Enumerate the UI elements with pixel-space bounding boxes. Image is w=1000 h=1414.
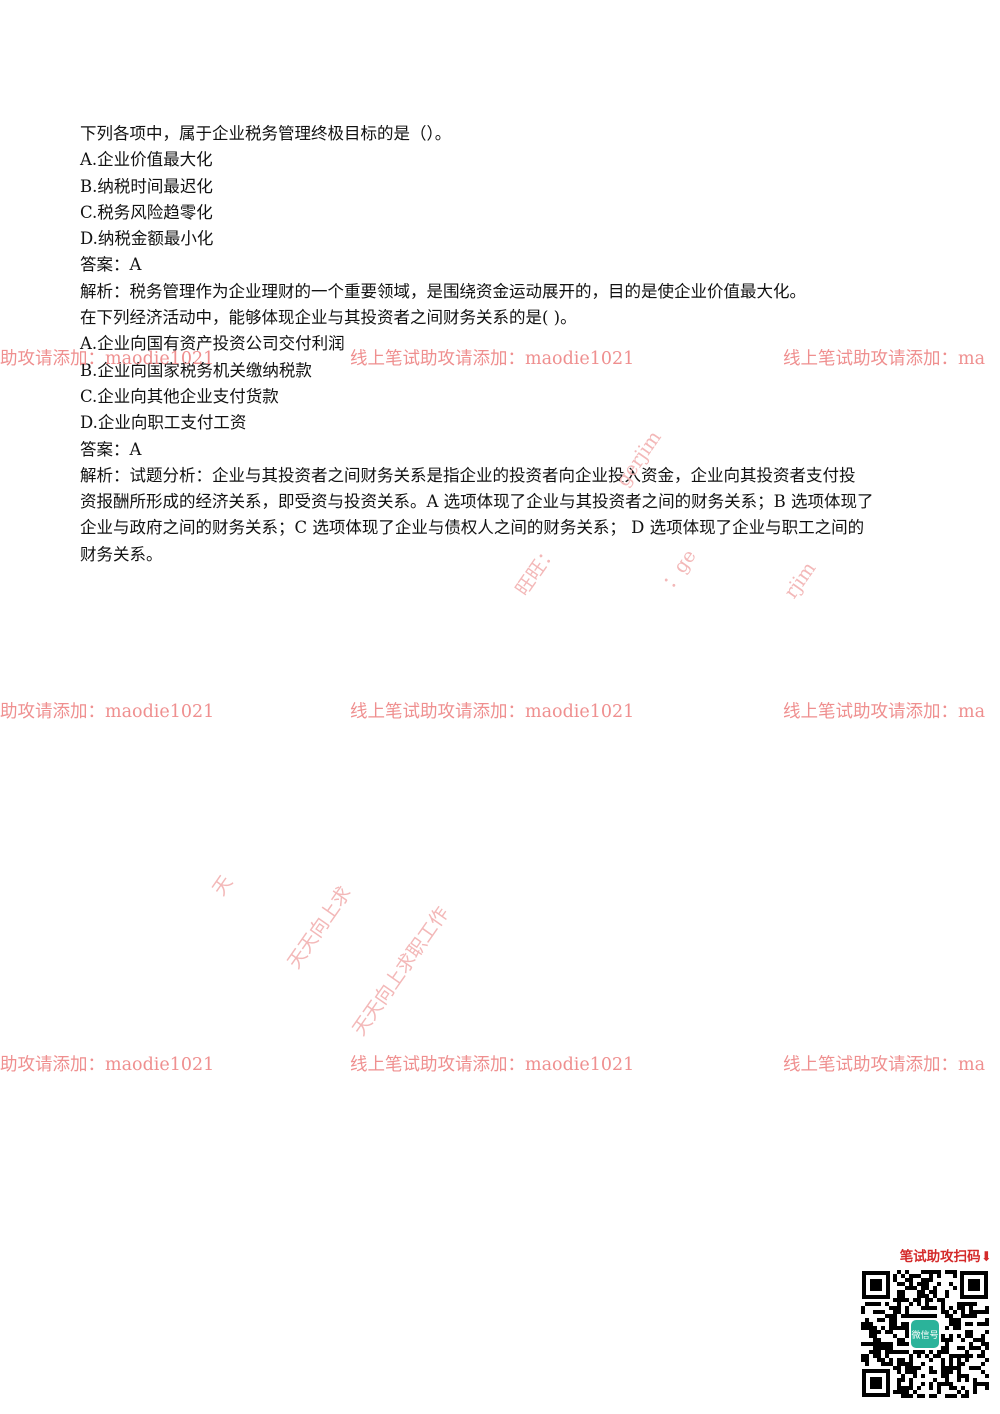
question-1-analysis: 解析：税务管理作为企业理财的一个重要领域，是围绕资金运动展开的，目的是使企业价值… xyxy=(80,281,806,301)
question-2-analysis-line-4: 财务关系。 xyxy=(80,544,163,564)
question-2-analysis-line-2: 资报酬所形成的经济关系，即受资与投资关系。A 选项体现了企业与其投资者之间的财务… xyxy=(80,492,874,512)
question-2-option-b: B.企业向国家税务机关缴纳税款 xyxy=(80,360,312,380)
question-2-analysis-line-3: 企业与政府之间的财务关系；C 选项体现了企业与债权人之间的财务关系； D 选项体… xyxy=(80,518,865,538)
watermark-text: 线上笔试助攻请添加：maodie1021 xyxy=(350,1055,635,1075)
question-2-answer: 答案：A xyxy=(80,439,142,459)
qr-code-block: 笔试助攻扫码⬇ 微信号 xyxy=(860,1247,992,1399)
question-2-option-d: D.企业向职工支付工资 xyxy=(80,413,247,433)
qr-center-label: 微信号 xyxy=(911,1329,938,1341)
watermark-text: 线上笔试助攻请添加：maodie1021 xyxy=(350,349,635,369)
question-2-option-a: A.企业向国有资产投资公司交付利润 xyxy=(80,334,345,354)
qr-caption: 笔试助攻扫码⬇ xyxy=(899,1249,992,1265)
question-1-option-d: D.纳税金额最小化 xyxy=(80,229,214,249)
question-1-option-c: C.税务风险趋零化 xyxy=(80,202,213,222)
question-1-option-a: A.企业价值最大化 xyxy=(80,150,213,170)
diagonal-watermark: 天天向上求 xyxy=(283,882,356,973)
qr-code-icon: 微信号 xyxy=(860,1269,990,1399)
question-2-stem: 在下列经济活动中，能够体现企业与其投资者之间财务关系的是( )。 xyxy=(80,308,577,328)
watermark-text: 助攻请添加：maodie1021 xyxy=(0,702,215,722)
qr-finder-pattern xyxy=(862,1271,890,1299)
watermark-row-1: 助攻请添加：maodie1021 线上笔试助攻请添加：maodie1021 线上… xyxy=(0,345,1000,371)
watermark-text: 助攻请添加：maodie1021 xyxy=(0,349,215,369)
document-body: 下列各项中，属于企业税务管理终极目标的是（）。 A.企业价值最大化 B.纳税时间… xyxy=(80,121,920,568)
question-1-answer: 答案：A xyxy=(80,255,142,275)
watermark-text: 线上笔试助攻请添加：ma xyxy=(783,349,986,369)
watermark-text: 线上笔试助攻请添加：ma xyxy=(783,702,986,722)
watermark-row-3: 助攻请添加：maodie1021 线上笔试助攻请添加：maodie1021 线上… xyxy=(0,1051,1000,1077)
question-2-analysis-line-1: 解析：试题分析：企业与其投资者之间财务关系是指企业的投资者向企业投入资金，企业向… xyxy=(80,465,856,485)
watermark-row-2: 助攻请添加：maodie1021 线上笔试助攻请添加：maodie1021 线上… xyxy=(0,698,1000,724)
diagonal-watermark: 天 xyxy=(208,871,238,900)
qr-center-logo: 微信号 xyxy=(909,1318,941,1350)
watermark-text: 线上笔试助攻请添加：maodie1021 xyxy=(350,702,635,722)
qr-finder-pattern xyxy=(862,1369,890,1397)
watermark-text: 助攻请添加：maodie1021 xyxy=(0,1055,215,1075)
question-1-stem: 下列各项中，属于企业税务管理终极目标的是（）。 xyxy=(80,124,452,143)
question-1-option-b: B.纳税时间最迟化 xyxy=(80,176,213,196)
question-2-option-c: C.企业向其他企业支付货款 xyxy=(80,386,279,406)
diagonal-watermark: 天天向上求职工作 xyxy=(348,902,454,1040)
watermark-text: 线上笔试助攻请添加：ma xyxy=(783,1055,986,1075)
qr-finder-pattern xyxy=(960,1271,988,1299)
